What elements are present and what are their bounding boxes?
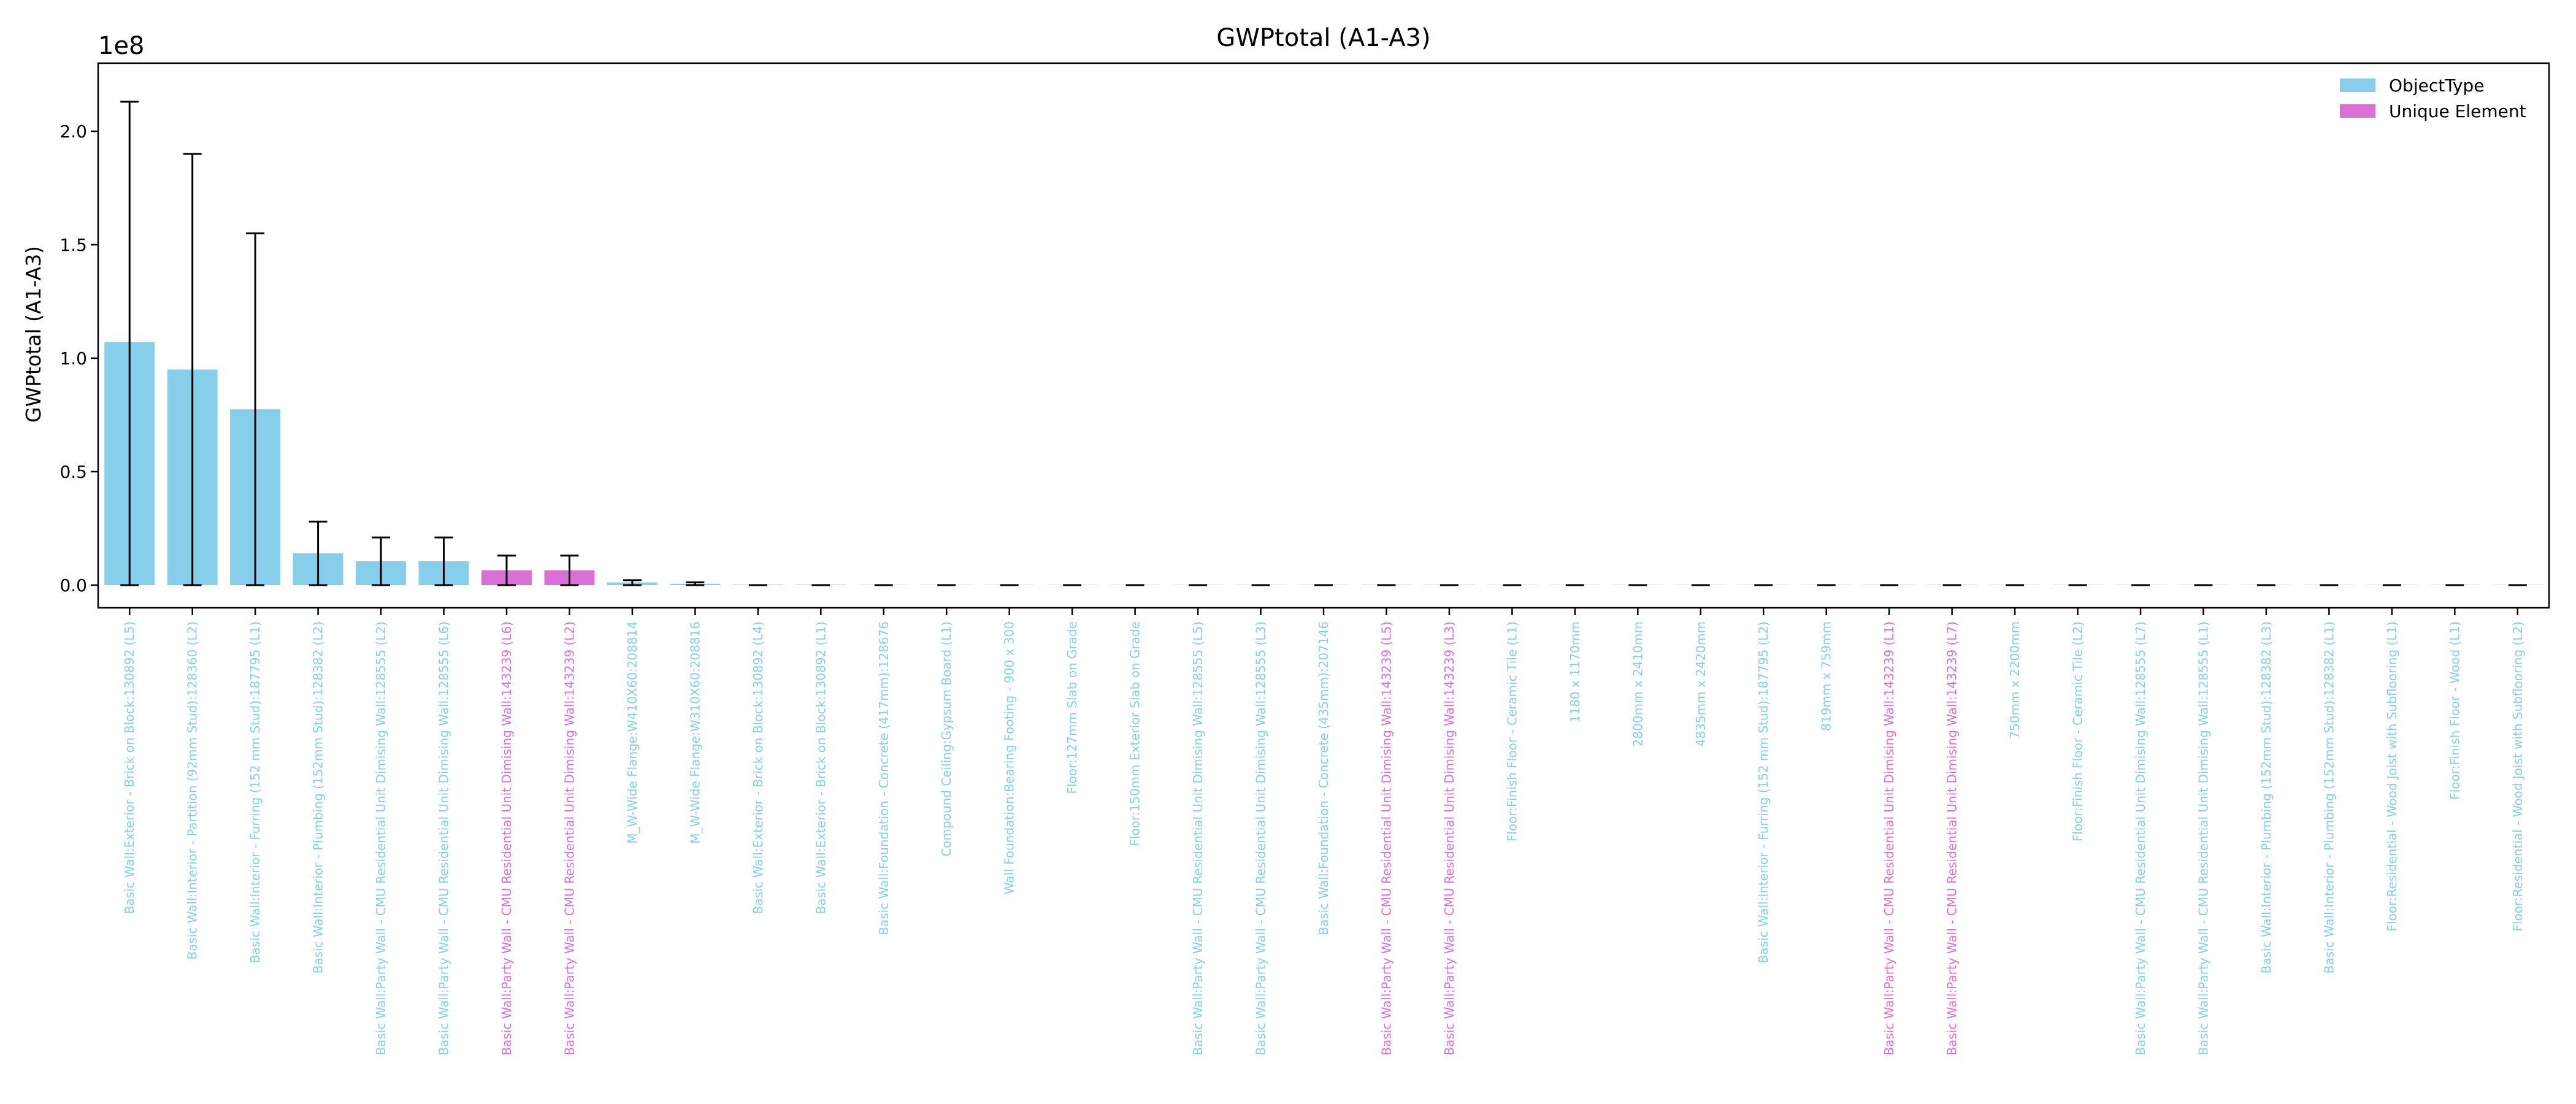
x-tick-label: Compound Ceiling:Gypsum Board (L1) (939, 621, 954, 857)
x-tick-label: Basic Wall:Party Wall - CMU Residential … (1379, 621, 1393, 1056)
x-tick-label: Basic Wall:Interior - Furring (152 mm St… (1756, 621, 1771, 964)
x-tick-label: Floor:Finish Floor - Wood (L1) (2447, 621, 2462, 800)
x-tick-label: 750mm x 2200mm (2007, 621, 2022, 739)
y-tick-label: 0.0 (59, 575, 87, 596)
x-tick-label: Basic Wall:Party Wall - CMU Residential … (1882, 621, 1896, 1056)
x-tick-label: Basic Wall:Party Wall - CMU Residential … (1254, 621, 1268, 1056)
x-tick-label: M_W-Wide Flange:W410X60:208814 (625, 621, 640, 844)
x-tick-label: Basic Wall:Party Wall - CMU Residential … (2133, 621, 2148, 1056)
x-tick-label: Basic Wall:Party Wall - CMU Residential … (437, 621, 451, 1056)
x-tick-label: 2800mm x 2410mm (1630, 621, 1645, 746)
x-tick-label: Basic Wall:Party Wall - CMU Residential … (562, 621, 577, 1056)
plot-area-frame (97, 62, 2550, 609)
x-tick-label: Basic Wall:Foundation - Concrete (417mm)… (876, 621, 891, 935)
x-axis-ticks: Basic Wall:Exterior - Brick on Block:130… (122, 608, 2525, 1056)
x-tick-label: Floor:127mm Slab on Grade (1065, 621, 1079, 794)
y-axis-multiplier: 1e8 (98, 32, 145, 60)
x-tick-label: Basic Wall:Interior - Furring (152 mm St… (248, 621, 263, 964)
x-tick-label: Basic Wall:Party Wall - CMU Residential … (1190, 621, 1205, 1056)
x-tick-label: Basic Wall:Party Wall - CMU Residential … (1442, 621, 1457, 1056)
chart-title: GWPtotal (A1-A3) (1216, 24, 1430, 52)
y-tick-label: 0.5 (59, 462, 87, 482)
x-tick-label: Basic Wall:Party Wall - CMU Residential … (1945, 621, 1960, 1056)
legend-label-unique-element: Unique Element (2389, 101, 2526, 121)
y-axis-ticks: 0.0 0.5 1.0 1.5 2.0 (59, 121, 98, 596)
x-tick-label: Floor:Residential - Wood Joist with Subf… (2385, 621, 2399, 932)
y-tick-label: 2.0 (59, 121, 87, 142)
x-tick-label: 819mm x 759mm (1819, 621, 1834, 731)
legend: ObjectType Unique Element (2340, 75, 2526, 121)
y-tick-label: 1.0 (59, 348, 87, 369)
legend-swatch-objecttype (2340, 79, 2375, 92)
x-tick-label: Basic Wall:Interior - Partition (92mm St… (185, 621, 200, 960)
x-tick-label: 1180 x 1170mm (1568, 621, 1582, 723)
x-tick-label: 4835mm x 2420mm (1693, 621, 1708, 746)
x-tick-label: Basic Wall:Exterior - Brick on Block:130… (751, 621, 765, 914)
legend-label-objecttype: ObjectType (2389, 75, 2485, 96)
x-tick-label: Basic Wall:Interior - Plumbing (152mm St… (2321, 621, 2336, 973)
x-tick-label: Wall Foundation:Bearing Footing - 900 x … (1002, 621, 1017, 894)
x-tick-label: Basic Wall:Party Wall - CMU Residential … (374, 621, 388, 1056)
x-tick-label: Floor:Finish Floor - Ceramic Tile (L2) (2071, 621, 2085, 841)
x-tick-label: Basic Wall:Interior - Plumbing (152mm St… (311, 621, 326, 973)
x-tick-label: Basic Wall:Party Wall - CMU Residential … (499, 621, 514, 1056)
legend-swatch-unique-element (2340, 104, 2375, 118)
x-tick-label: Floor:150mm Exterior Slab on Grade (1128, 621, 1143, 846)
error-bars-group (120, 101, 2527, 586)
x-tick-label: Floor:Residential - Wood Joist with Subf… (2510, 621, 2525, 932)
x-tick-label: Basic Wall:Party Wall - CMU Residential … (2196, 621, 2210, 1056)
x-tick-label: Basic Wall:Exterior - Brick on Block:130… (813, 621, 828, 914)
bars-group (104, 342, 2543, 585)
x-tick-label: Basic Wall:Foundation - Concrete (435mm)… (1316, 621, 1331, 935)
y-tick-label: 1.5 (59, 235, 87, 255)
y-axis-label: GWPtotal (A1-A3) (21, 246, 45, 423)
x-tick-label: M_W-Wide Flange:W310X60:208816 (688, 621, 702, 844)
x-tick-label: Floor:Finish Floor - Ceramic Tile (L1) (1505, 621, 1519, 841)
x-tick-label: Basic Wall:Interior - Plumbing (152mm St… (2259, 621, 2274, 973)
x-tick-label: Basic Wall:Exterior - Brick on Block:130… (122, 621, 137, 914)
